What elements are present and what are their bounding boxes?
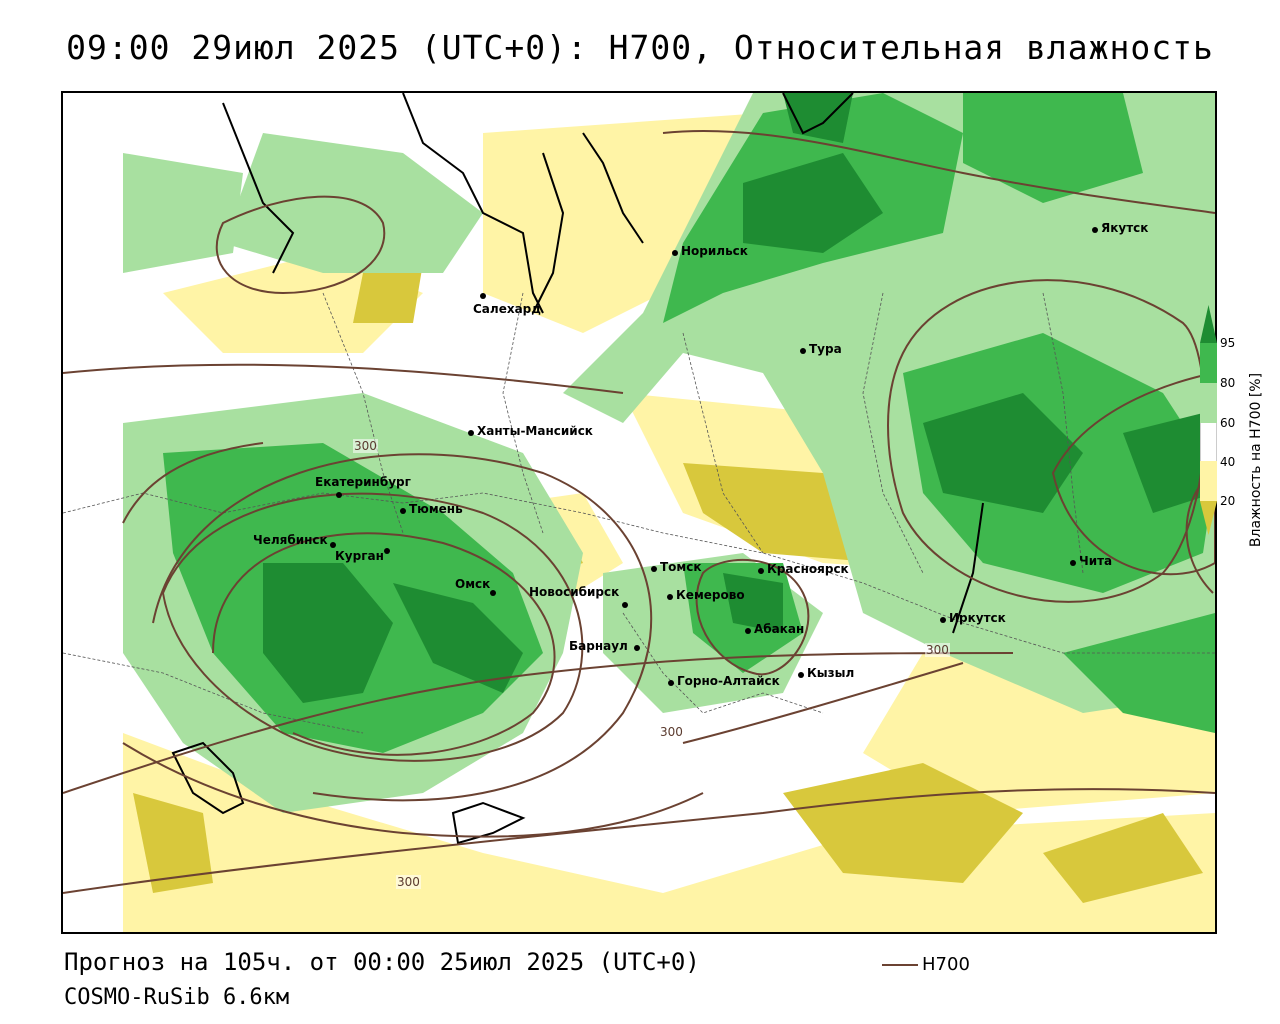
contour-label: 300 <box>396 875 421 889</box>
city-dot <box>672 250 678 256</box>
city-label: Омск <box>455 577 491 591</box>
colorbar-very-dry <box>1200 501 1217 535</box>
city-label: Кызыл <box>807 666 855 680</box>
contour-label: 300 <box>353 439 378 453</box>
contour-line-swatch <box>882 964 918 966</box>
coastlines <box>171 93 984 845</box>
city-label: Якутск <box>1101 221 1149 235</box>
contour-legend: H700 <box>882 954 970 975</box>
city-label: Иркутск <box>949 611 1006 625</box>
humidity-map: 300 300 300 300 Салехард Норильск Якутск… <box>61 91 1217 934</box>
h700-contours <box>63 130 1215 894</box>
city-dot <box>634 645 640 651</box>
colorbar-tick: 60 <box>1220 416 1236 430</box>
city-dot <box>480 293 486 299</box>
model-name: COSMO-RuSib 6.6км <box>64 985 290 1010</box>
colorbar-tick: 80 <box>1220 376 1236 390</box>
colorbar-dry <box>1200 461 1217 501</box>
city-dot <box>330 542 336 548</box>
city-label: Барнаул <box>569 639 628 653</box>
colorbar-neutral <box>1200 423 1217 461</box>
city-label: Салехард <box>473 302 541 316</box>
colorbar-tick: 95 <box>1220 336 1236 350</box>
city-dot <box>651 566 657 572</box>
city-label: Челябинск <box>253 533 328 547</box>
city-dot <box>336 492 342 498</box>
city-dot <box>798 672 804 678</box>
contour-legend-label: H700 <box>922 954 970 975</box>
city-dot <box>490 590 496 596</box>
city-label: Курган <box>335 549 384 563</box>
city-dot <box>667 594 673 600</box>
city-label: Красноярск <box>767 562 849 576</box>
city-dot <box>800 348 806 354</box>
city-dot <box>400 508 406 514</box>
colorbar-very-moist <box>1200 305 1217 343</box>
city-dot <box>1070 560 1076 566</box>
colorbar-tick: 40 <box>1220 455 1236 469</box>
city-label: Екатеринбург <box>315 475 411 489</box>
city-label: Кемерово <box>676 588 745 602</box>
city-label: Новосибирск <box>529 585 620 599</box>
forecast-info: Прогноз на 105ч. от 00:00 25июл 2025 (UT… <box>64 948 700 976</box>
city-dot <box>940 617 946 623</box>
city-label: Абакан <box>754 622 805 636</box>
colorbar-title: Влажность на H700 [%] <box>1248 372 1264 548</box>
city-label: Горно-Алтайск <box>677 674 780 688</box>
very-moist-areas <box>263 93 1215 703</box>
city-dot <box>758 568 764 574</box>
city-label: Томск <box>660 560 702 574</box>
colorbar-moist <box>1200 343 1217 383</box>
colorbar-medium <box>1200 383 1217 423</box>
city-label: Тура <box>809 342 842 356</box>
city-dot <box>745 628 751 634</box>
contour-label: 300 <box>659 725 684 739</box>
city-dot <box>468 430 474 436</box>
city-dot <box>622 602 628 608</box>
map-canvas <box>63 93 1215 932</box>
city-dot <box>384 548 390 554</box>
city-label: Ханты-Мансийск <box>477 424 593 438</box>
map-title: 09:00 29июл 2025 (UTC+0): H700, Относите… <box>66 28 1214 67</box>
city-label: Чита <box>1079 554 1113 568</box>
borders <box>63 292 1215 734</box>
city-label: Норильск <box>681 244 748 258</box>
city-dot <box>1092 227 1098 233</box>
city-label: Тюмень <box>409 502 463 516</box>
city-dot <box>668 680 674 686</box>
contour-label: 300 <box>925 643 950 657</box>
colorbar-tick: 20 <box>1220 494 1236 508</box>
humidity-colorbar <box>1200 305 1217 535</box>
